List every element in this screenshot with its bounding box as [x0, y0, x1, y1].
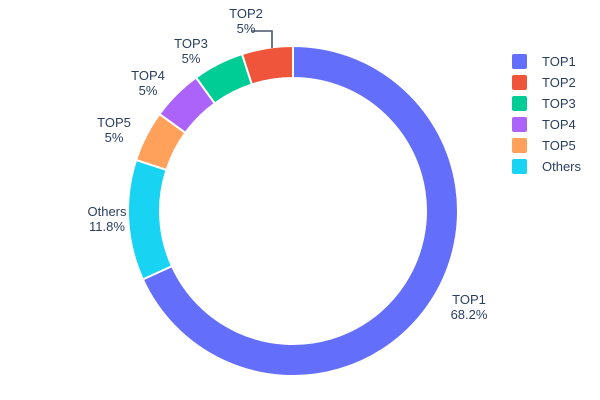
legend-item-top3[interactable]: TOP3: [512, 94, 581, 112]
label-leader-lines: [252, 30, 273, 48]
legend-item-label: TOP4: [542, 116, 576, 132]
legend-item-label: TOP2: [542, 74, 576, 90]
legend-swatch-icon: [512, 95, 527, 111]
legend-item-top1[interactable]: TOP1: [512, 52, 581, 70]
pie-slice-others[interactable]: [127, 158, 174, 281]
legend-swatch-icon: [512, 116, 527, 132]
legend-swatch-icon: [512, 53, 527, 69]
leader-line-top2: [252, 30, 273, 48]
legend-item-others[interactable]: Others: [512, 157, 581, 175]
legend-item-label: TOP5: [542, 137, 576, 153]
pie-slice-top2[interactable]: [240, 44, 294, 86]
pie-slices: [127, 44, 459, 377]
legend-swatch-icon: [512, 74, 527, 90]
legend-item-label: TOP3: [542, 95, 576, 111]
legend-swatch-icon: [512, 158, 527, 174]
legend-item-top5[interactable]: TOP5: [512, 136, 581, 154]
pie-slice-top1[interactable]: [141, 44, 459, 377]
legend-item-top2[interactable]: TOP2: [512, 73, 581, 91]
legend-swatch-icon: [512, 137, 527, 153]
legend-item-top4[interactable]: TOP4: [512, 115, 581, 133]
legend-item-label: Others: [542, 158, 582, 174]
legend-item-label: TOP1: [542, 53, 576, 69]
chart-legend: TOP1 TOP2 TOP3 TOP4 TOP5 Others: [512, 52, 581, 175]
